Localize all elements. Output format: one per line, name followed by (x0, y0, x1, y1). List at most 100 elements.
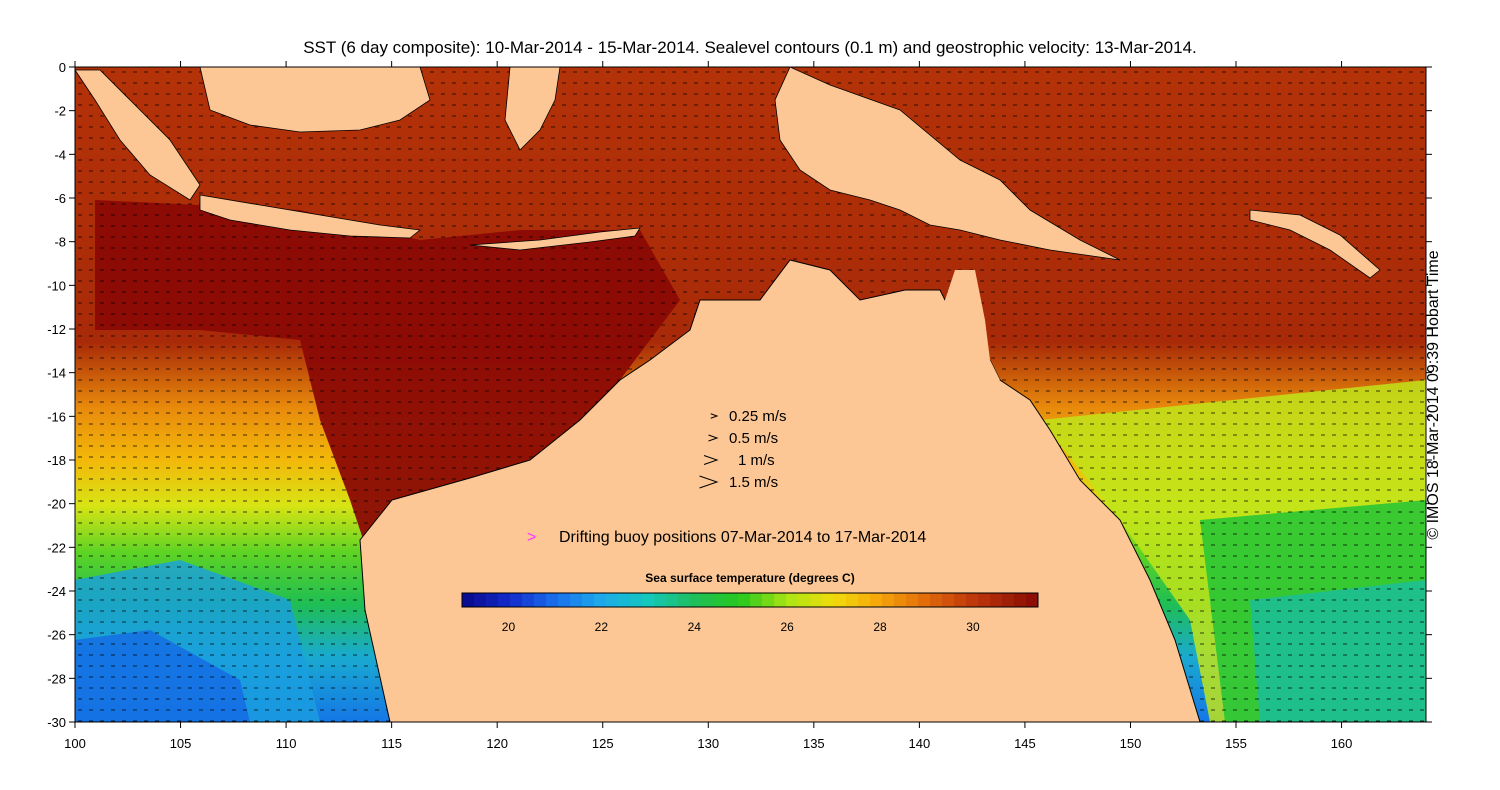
velocity-legend-arrow (710, 413, 719, 419)
velocity-legend-arrow (703, 455, 719, 465)
colorbar-tick-label: 22 (595, 620, 609, 634)
colorbar-swatch (594, 593, 607, 607)
colorbar-swatch (798, 593, 811, 607)
y-axis: 0 -2 -4 -6 -8 -10 -12 -14 -16 -18 -20 -22 -24 -26 -28 -… (47, 60, 1432, 730)
borneo-landmass (199, 67, 431, 133)
y-tick-label: -12 (47, 322, 66, 337)
x-tick-label: 100 (64, 736, 86, 751)
colorbar-swatch (858, 593, 871, 607)
java-landmass (199, 194, 421, 239)
x-tick-label: 115 (381, 736, 402, 751)
colorbar-swatch (714, 593, 727, 607)
colorbar-swatch (918, 593, 931, 607)
velocity-legend-label: 1 m/s (738, 452, 775, 469)
colorbar-swatch (750, 593, 763, 607)
colorbar-swatch (702, 593, 715, 607)
colorbar-swatch (690, 593, 703, 607)
colorbar-swatch (606, 593, 619, 607)
colorbar-swatch (582, 593, 595, 607)
x-tick-label: 160 (1331, 736, 1353, 751)
colorbar-swatch (738, 593, 751, 607)
colorbar-swatch (870, 593, 883, 607)
colorbar-swatch (1002, 593, 1015, 607)
colorbar-tick-label: 24 (688, 620, 702, 634)
x-tick-label: 130 (697, 736, 719, 751)
velocity-legend: 0.25 m/s 0.5 m/s 1 m/s 1.5 m/s (699, 408, 787, 491)
y-tick-label: -14 (47, 366, 66, 381)
new-britain-landmass (1249, 209, 1381, 279)
y-tick-label: -26 (47, 628, 66, 643)
colorbar-swatch (846, 593, 859, 607)
colorbar-swatch (510, 593, 523, 607)
map-title: SST (6 day composite): 10-Mar-2014 - 15-… (303, 38, 1197, 57)
y-tick-label: -20 (47, 497, 66, 512)
plot-frame (74, 66, 1427, 723)
colorbar-swatch (666, 593, 679, 607)
y-tick-label: -6 (54, 191, 66, 206)
colorbar-swatch (882, 593, 895, 607)
colorbar-swatch (786, 593, 799, 607)
colorbar-swatch (906, 593, 919, 607)
y-tick-label: -28 (47, 671, 66, 686)
sulawesi-landmass (504, 67, 561, 151)
colorbar-swatch (570, 593, 583, 607)
velocity-legend-arrow (708, 434, 719, 442)
velocity-legend-arrow (699, 475, 719, 489)
colorbar-swatch (534, 593, 547, 607)
colorbar-swatch (1026, 593, 1039, 607)
colorbar-swatch (774, 593, 787, 607)
colorbar-swatch (990, 593, 1003, 607)
colorbar-title: Sea surface temperature (degrees C) (645, 571, 854, 585)
cape-york (935, 270, 1000, 390)
colorbar-swatch (822, 593, 835, 607)
colorbar-tick-label: 20 (502, 620, 516, 634)
y-tick-label: -30 (47, 715, 66, 730)
colorbar-swatch (930, 593, 943, 607)
y-tick-label: -8 (54, 235, 66, 250)
colorbar-frame (461, 592, 1039, 608)
buoy-legend-label: Drifting buoy positions 07-Mar-2014 to 1… (559, 529, 926, 546)
x-tick-label: 150 (1120, 736, 1142, 751)
y-tick-label: -16 (47, 409, 66, 424)
colorbar-swatch (498, 593, 511, 607)
y-tick-label: -4 (54, 147, 66, 162)
colorbar-swatch (522, 593, 535, 607)
colorbar-swatch (1014, 593, 1027, 607)
colorbar-swatch (558, 593, 571, 607)
colorbar-tick-label: 30 (966, 620, 980, 634)
y-tick-label: -18 (47, 453, 66, 468)
colorbar-swatch (474, 593, 487, 607)
map-plot-area (75, 67, 1426, 722)
y-tick-label: -24 (47, 584, 66, 599)
x-tick-label: 140 (909, 736, 931, 751)
velocity-legend-label: 1.5 m/s (729, 474, 778, 491)
colorbar-swatch (678, 593, 691, 607)
velocity-legend-label: 0.25 m/s (729, 408, 787, 425)
colorbar-swatch (654, 593, 667, 607)
colorbar-swatch (978, 593, 991, 607)
buoy-legend: > Drifting buoy positions 07-Mar-2014 to… (527, 529, 926, 546)
colorbar-tick-label: 28 (873, 620, 887, 634)
colorbar-swatch (942, 593, 955, 607)
y-tick-label: -2 (54, 104, 66, 119)
colorbar-tick-label: 26 (780, 620, 794, 634)
colorbar-swatches (462, 593, 1039, 607)
y-tick-label: -22 (47, 540, 66, 555)
colorbar-swatch (966, 593, 979, 607)
colorbar-swatch (810, 593, 823, 607)
colorbar-swatch (462, 593, 475, 607)
velocity-legend-label: 0.5 m/s (729, 430, 778, 447)
colorbar-swatch (726, 593, 739, 607)
x-axis: 100 105 110 115 120 125 130 135 140 145 150 155 160 (64, 61, 1352, 751)
colorbar-swatch (630, 593, 643, 607)
y-tick-label: 0 (59, 60, 66, 75)
colorbar-swatch (486, 593, 499, 607)
x-tick-label: 105 (170, 736, 192, 751)
x-tick-label: 155 (1225, 736, 1247, 751)
colorbar-swatch (894, 593, 907, 607)
x-tick-label: 125 (592, 736, 614, 751)
colorbar-swatch (546, 593, 559, 607)
buoy-legend-symbol: > (527, 529, 536, 546)
sumatra-landmass (75, 69, 201, 201)
